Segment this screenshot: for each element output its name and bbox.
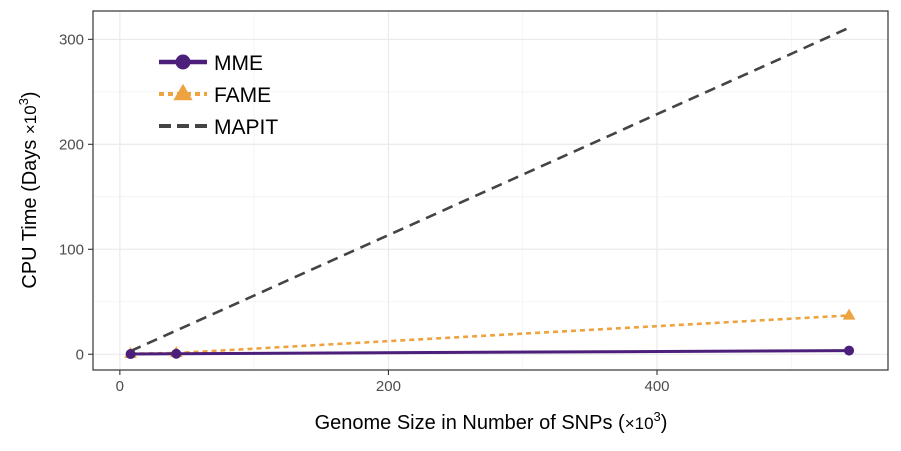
legend-label-mapit: MAPIT [214,116,278,139]
legend-key-marker-fame [173,83,193,101]
series-mme [125,345,855,360]
legend-label-fame: FAME [214,84,271,107]
x-tick-label: 400 [645,378,670,395]
series-line-mapit [130,26,850,353]
data-point-fame [842,308,856,320]
series-layer [124,26,856,360]
legend-item-mapit: MAPIT [159,116,278,139]
y-tick-label: 200 [59,136,84,153]
x-tick-label: 200 [376,378,401,395]
series-line-fame [130,314,850,356]
x-tick-label: 0 [116,378,124,395]
x-axis-title: Genome Size in Number of SNPs (×103) [315,409,668,434]
y-axis-title: CPU Time (Days ×103) [16,91,41,288]
y-tick-label: 300 [59,31,84,48]
legend-item-fame: FAME [159,83,271,107]
axis-ticks: 0 200 400 0 100 200 300 [59,31,670,395]
legend-label-mme: MME [214,52,263,75]
legend: MME FAME MAPIT [159,52,278,139]
y-tick-label: 100 [59,241,84,258]
legend-key-marker-mme [175,54,191,70]
y-tick-label: 0 [76,346,84,363]
grid-lines [93,11,888,370]
plot-panel-border [92,10,889,371]
data-point-mme [125,349,136,360]
legend-item-mme: MME [159,52,263,75]
data-point-mme [171,348,182,359]
series-line-mme [130,349,850,356]
series-mapit [130,26,850,353]
data-point-mme [844,345,855,356]
